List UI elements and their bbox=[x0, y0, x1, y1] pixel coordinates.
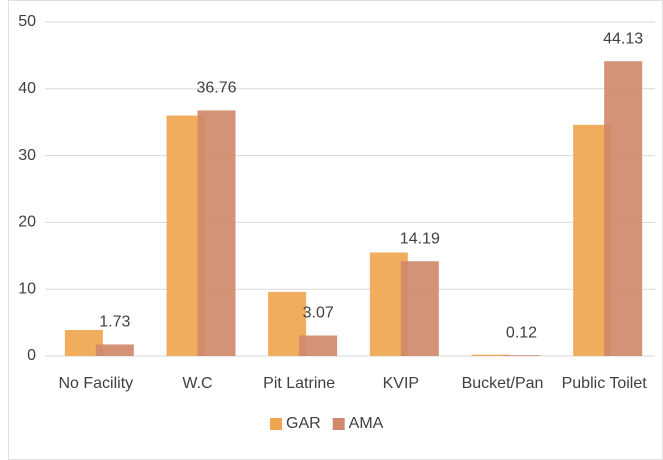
bar bbox=[197, 110, 236, 356]
legend-label: GAR bbox=[286, 415, 321, 432]
y-tick-label: 30 bbox=[18, 147, 36, 164]
bar bbox=[604, 61, 643, 356]
x-tick-label: KVIP bbox=[383, 375, 419, 392]
bar bbox=[95, 344, 134, 356]
data-label: 14.19 bbox=[400, 230, 440, 247]
y-tick-label: 40 bbox=[18, 80, 36, 97]
bar bbox=[299, 335, 338, 356]
y-tick-label: 0 bbox=[27, 347, 36, 364]
legend-swatch bbox=[270, 418, 282, 430]
y-tick-label: 20 bbox=[18, 214, 36, 231]
data-label: 1.73 bbox=[99, 314, 130, 331]
legend-label: AMA bbox=[349, 415, 384, 432]
x-tick-label: Pit Latrine bbox=[263, 375, 335, 392]
data-label: 0.12 bbox=[506, 324, 537, 341]
x-tick-label: Bucket/Pan bbox=[462, 375, 544, 392]
y-tick-label: 10 bbox=[18, 280, 36, 297]
bar bbox=[400, 261, 439, 356]
data-label: 3.07 bbox=[303, 305, 334, 322]
bar bbox=[502, 355, 541, 356]
x-tick-label: Public Toilet bbox=[562, 375, 648, 392]
x-tick-label: W.C bbox=[182, 375, 212, 392]
y-tick-label: 50 bbox=[18, 13, 36, 30]
bar bbox=[471, 354, 510, 356]
x-tick-label: No Facility bbox=[58, 375, 133, 392]
legend-swatch bbox=[332, 418, 345, 430]
data-label: 36.76 bbox=[196, 80, 236, 97]
data-label: 44.13 bbox=[603, 30, 643, 47]
